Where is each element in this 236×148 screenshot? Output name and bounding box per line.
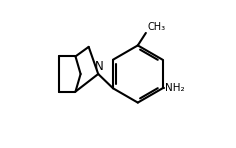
Text: CH₃: CH₃ bbox=[147, 22, 165, 32]
Text: NH₂: NH₂ bbox=[165, 83, 185, 93]
Text: N: N bbox=[95, 60, 103, 73]
